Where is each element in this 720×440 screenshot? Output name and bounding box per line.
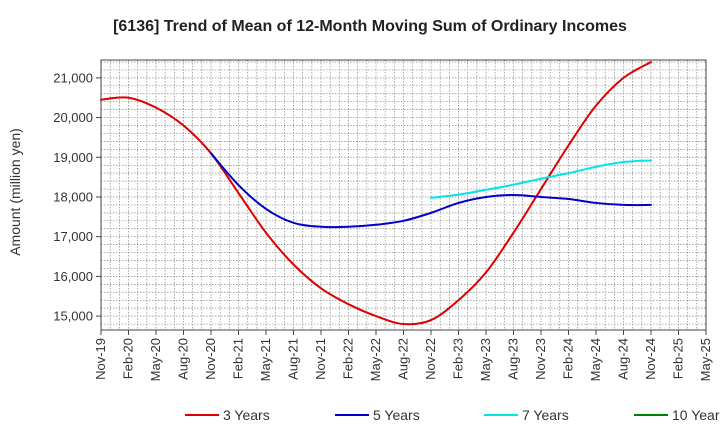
x-tick-label: Nov-22 <box>423 338 438 380</box>
x-tick-label: Aug-20 <box>176 338 191 380</box>
series-line-5-years <box>210 152 652 229</box>
x-tick-label: May-25 <box>698 338 713 381</box>
y-axis: 15,000 16,000 17,000 18,000 19,000 20,000 21,0… <box>53 70 101 324</box>
series-lines <box>100 60 652 326</box>
y-axis-label: Amount (million yen) <box>7 128 23 256</box>
x-tick-label: May-22 <box>368 338 383 381</box>
y-tick-label: 16,000 <box>53 269 93 284</box>
y-tick-label: 20,000 <box>53 110 93 125</box>
y-tick-label: 19,000 <box>53 150 93 165</box>
legend-label: 10 Years <box>672 407 720 423</box>
x-tick-label: Aug-23 <box>506 338 521 380</box>
x-tick-label: Feb-24 <box>561 338 576 379</box>
grid <box>101 60 706 330</box>
x-tick-label: May-20 <box>148 338 163 381</box>
x-tick-label: Feb-25 <box>671 338 686 379</box>
x-tick-label: Feb-21 <box>231 338 246 379</box>
x-axis: Nov-19 Feb-20 May-20 Aug-20 Nov-20 Feb-21 May-… <box>93 330 713 381</box>
y-tick-label: 15,000 <box>53 309 93 324</box>
x-tick-label: Aug-21 <box>286 338 301 380</box>
x-tick-label: Feb-20 <box>121 338 136 379</box>
legend-label: 3 Years <box>223 407 270 423</box>
x-tick-label: Aug-24 <box>616 338 631 380</box>
series-line-7-years <box>430 159 652 199</box>
legend: 3 Years 5 Years 7 Years 10 Years <box>185 407 720 423</box>
x-tick-label: Nov-19 <box>93 338 108 380</box>
x-tick-label: Nov-20 <box>203 338 218 380</box>
y-tick-label: 17,000 <box>53 229 93 244</box>
x-tick-label: May-23 <box>478 338 493 381</box>
x-tick-label: Feb-23 <box>451 338 466 379</box>
x-tick-label: Nov-23 <box>533 338 548 380</box>
x-tick-label: Feb-22 <box>341 338 356 379</box>
y-tick-label: 18,000 <box>53 189 93 204</box>
series-line-3-years <box>100 60 652 326</box>
x-tick-label: May-24 <box>588 338 603 381</box>
x-tick-label: Aug-22 <box>396 338 411 380</box>
chart-title: [6136] Trend of Mean of 12-Month Moving … <box>113 18 627 35</box>
x-tick-label: Nov-24 <box>643 338 658 380</box>
legend-label: 5 Years <box>373 407 420 423</box>
x-tick-label: May-21 <box>258 338 273 381</box>
legend-label: 7 Years <box>522 407 569 423</box>
y-tick-label: 21,000 <box>53 70 93 85</box>
x-tick-label: Nov-21 <box>313 338 328 380</box>
